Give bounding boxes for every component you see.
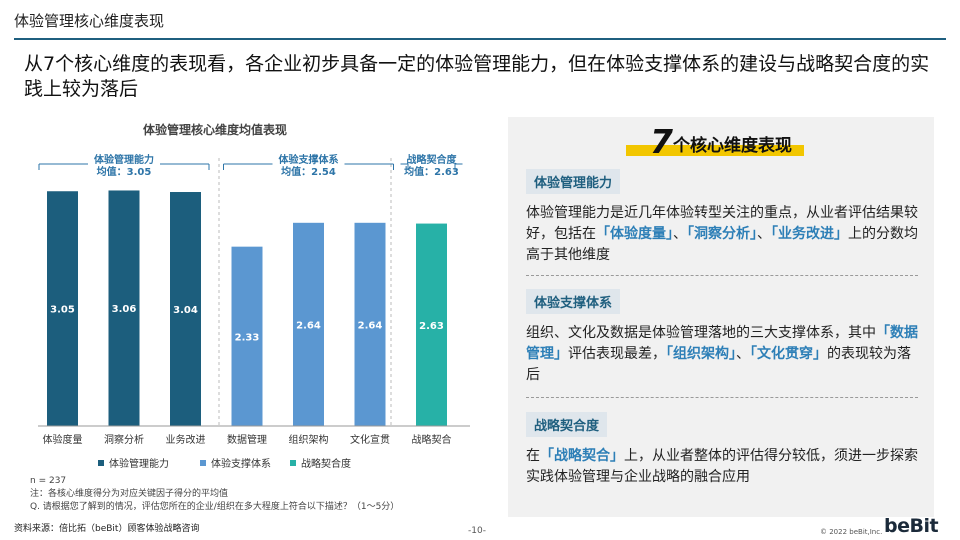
highlight-term: 「体验度量」 — [596, 226, 673, 242]
category-label: 组织架构 — [289, 433, 329, 446]
legend-swatch — [98, 460, 104, 466]
legend-swatch — [200, 460, 206, 466]
bar — [108, 190, 140, 426]
survey-question: Q. 请根据您了解到的情况，评估您所在的企业/组织在多大程度上符合以下描述？（1… — [30, 502, 400, 512]
legend-label: 战略契合度 — [301, 457, 351, 470]
group-label: 战略契合度 — [407, 153, 458, 166]
bar — [293, 222, 324, 426]
group-mean-label: 均值：3.05 — [97, 165, 152, 178]
copyright: © 2022 beBit,Inc. — [820, 528, 883, 536]
brand-logo: beBit — [884, 515, 939, 537]
page-title: 体验管理核心维度表现 — [14, 12, 165, 30]
section-body: 在「战略契合」上，从业者整体的评估得分较低，须进一步探索实践体验管理与企业战略的… — [526, 446, 918, 488]
section-capability: 体验管理能力 体验管理能力是近几年体验转型关注的重点，从业者评估结果较好，包括在… — [526, 169, 918, 266]
section-divider — [526, 397, 918, 398]
bar — [231, 246, 263, 426]
body-text: 、 — [673, 226, 687, 242]
sample-size: n = 237 — [30, 476, 67, 486]
section-label: 战略契合度 — [526, 412, 608, 437]
category-label: 数据管理 — [227, 433, 267, 446]
highlight-term: 「文化贯穿」 — [750, 346, 827, 362]
footnote: 注：各核心维度得分为对应关键因子得分的平均值 — [30, 489, 229, 499]
section-divider — [526, 275, 918, 276]
bar-value-label: 2.64 — [296, 320, 321, 331]
body-text: 上的分数均高于其他维度 — [526, 226, 918, 263]
legend-label: 体验管理能力 — [109, 457, 169, 470]
body-text: 的表现较为落后 — [526, 346, 911, 383]
section-body: 体验管理能力是近几年体验转型关注的重点，从业者评估结果较好，包括在「体验度量」、… — [526, 203, 918, 266]
category-label: 文化宣贯 — [350, 433, 390, 446]
section-strategy: 战略契合度 在「战略契合」上，从业者整体的评估得分较低，须进一步探索实践体验管理… — [526, 412, 918, 488]
bar — [354, 222, 386, 426]
section-support: 体验支撑体系 组织、文化及数据是体验管理落地的三大支撑体系，其中「数据管理」评估… — [526, 289, 918, 386]
bar-chart: 体验管理核心维度均值表现 体验管理能力 均值：3.05 体验支撑体系 均值：2.54 战略… — [30, 118, 475, 518]
section-body: 组织、文化及数据是体验管理落地的三大支撑体系，其中「数据管理」评估表现最差，「组… — [526, 323, 918, 386]
title-divider — [14, 38, 946, 40]
category-label: 洞察分析 — [104, 433, 144, 446]
bar-value-label: 3.06 — [112, 304, 137, 315]
body-text: 、 — [757, 226, 771, 242]
body-text: 组织、文化及数据是体验管理落地的三大支撑体系，其中 — [526, 325, 876, 341]
legend-label: 体验支撑体系 — [211, 457, 271, 470]
category-label: 体验度量 — [43, 433, 83, 446]
source-note: 资料来源：倍比拓（beBit）顾客体验战略咨询 — [14, 524, 200, 534]
group-label: 体验支撑体系 — [279, 153, 339, 166]
group-label: 体验管理能力 — [94, 153, 154, 166]
highlight-term: 「数据管理」 — [526, 325, 918, 362]
body-text: 体验管理能力是近几年体验转型关注的重点，从业者评估结果较好，包括在 — [526, 205, 918, 242]
bar — [416, 223, 447, 426]
bar-value-label: 3.05 — [50, 305, 75, 316]
bar-value-label: 2.63 — [419, 321, 444, 332]
panel-title-number: 7 — [650, 122, 673, 161]
group-mean-label: 均值：2.54 — [281, 165, 336, 178]
group-mean-label: 均值：2.63 — [404, 165, 459, 178]
page-number: -10- — [468, 526, 486, 536]
section-label: 体验管理能力 — [526, 169, 621, 194]
body-text: 、 — [736, 346, 750, 362]
body-text: 上，从业者整体的评估得分较低，须进一步探索实践体验管理与企业战略的融合应用 — [526, 448, 918, 485]
highlight-term: 「洞察分析」 — [687, 226, 757, 242]
headline: 从7个核心维度的表现看，各企业初步具备一定的体验管理能力，但在体验支撑体系的建设… — [24, 53, 930, 100]
chart-canvas: 体验管理核心维度均值表现体验管理能力均值：3.05体验支撑体系均值：2.54战略… — [38, 122, 470, 470]
bar-value-label: 2.33 — [235, 332, 260, 343]
bar — [170, 192, 201, 426]
bar — [47, 191, 78, 426]
highlight-term: 「战略契合」 — [540, 448, 624, 464]
highlight-term: 「业务改进」 — [771, 226, 848, 242]
bar-value-label: 2.64 — [358, 320, 383, 331]
panel-title-text: 个核心维度表现 — [672, 136, 792, 156]
section-label: 体验支撑体系 — [526, 289, 621, 314]
body-text: 评估表现最差， — [568, 346, 666, 362]
summary-panel: 7个核心维度表现 体验管理能力 体验管理能力是近几年体验转型关注的重点，从业者评… — [508, 117, 934, 517]
bar-value-label: 3.04 — [173, 305, 198, 316]
chart-title: 体验管理核心维度均值表现 — [143, 122, 287, 137]
category-label: 业务改进 — [166, 433, 206, 446]
panel-title: 7个核心维度表现 — [508, 122, 934, 161]
highlight-term: 「组织架构」 — [666, 346, 736, 362]
legend-swatch — [290, 460, 296, 466]
chart-notes: n = 237 注：各核心维度得分为对应关键因子得分的平均值 Q. 请根据您了解… — [30, 475, 399, 514]
category-label: 战略契合 — [412, 433, 452, 446]
body-text: 在 — [526, 448, 540, 464]
title-highlight — [626, 145, 804, 156]
